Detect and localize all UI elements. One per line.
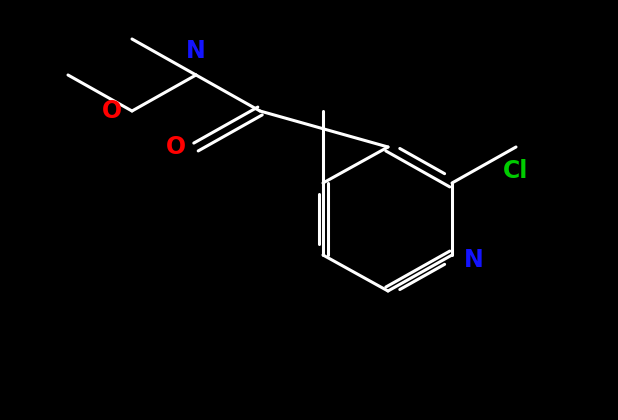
Text: O: O <box>102 99 122 123</box>
Text: N: N <box>186 39 206 63</box>
Text: N: N <box>464 248 484 272</box>
Text: O: O <box>166 135 186 159</box>
Text: Cl: Cl <box>503 159 528 183</box>
